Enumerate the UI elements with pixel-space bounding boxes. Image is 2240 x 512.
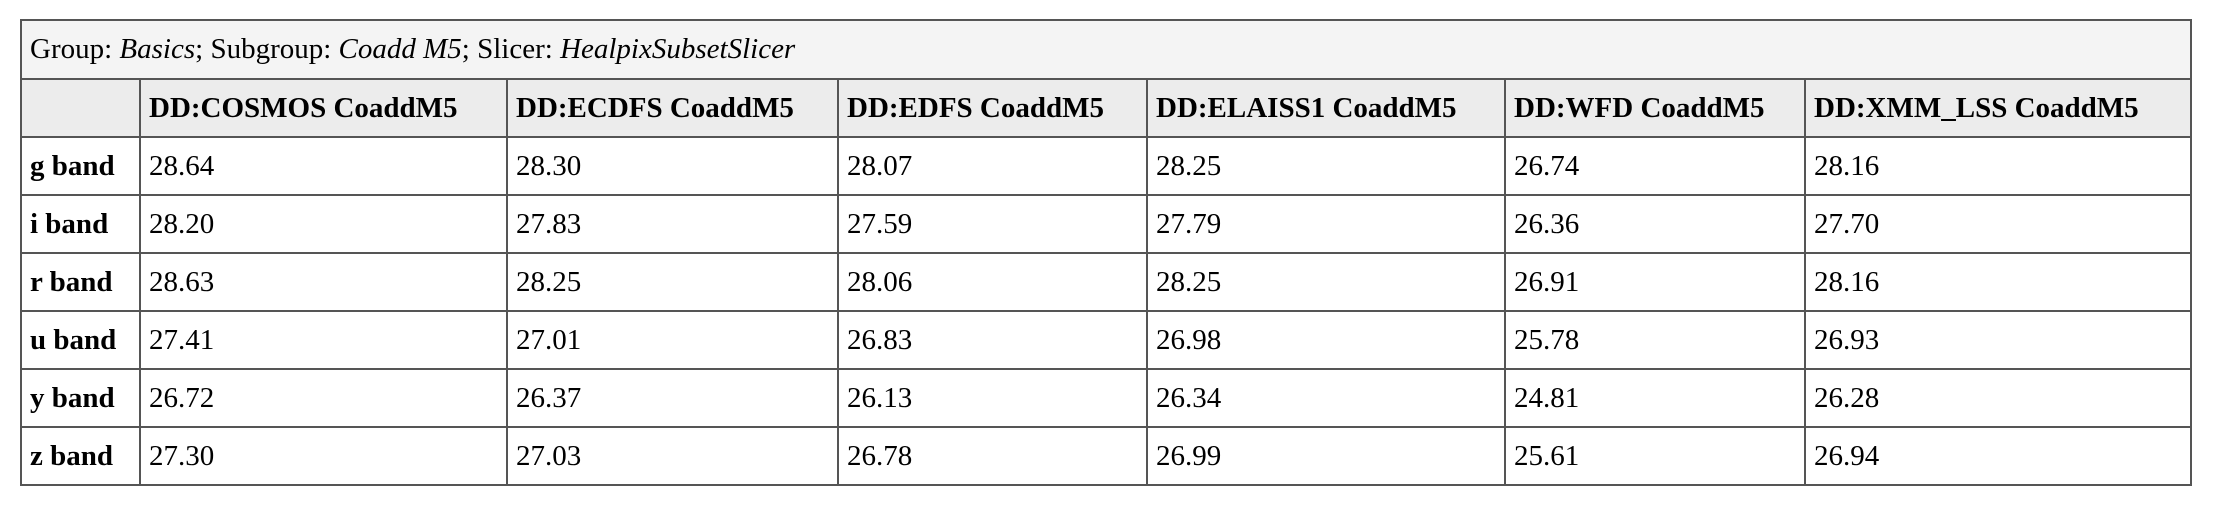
cell: 28.06 (837, 252, 1148, 312)
cell: 27.41 (139, 310, 508, 370)
cell: 28.07 (837, 136, 1148, 196)
row-header: z band (20, 426, 141, 486)
column-header: DD:XMM_LSS CoaddM5 (1804, 78, 2192, 138)
cell: 28.16 (1804, 252, 2192, 312)
table-row: g band 28.64 28.30 28.07 28.25 26.74 28.16 (20, 136, 2192, 196)
caption-value: Basics (119, 33, 196, 65)
header-row: DD:COSMOS CoaddM5 DD:ECDFS CoaddM5 DD:EDFS… (20, 78, 2192, 138)
cell: 28.25 (1146, 136, 1506, 196)
cell: 28.25 (1146, 252, 1506, 312)
cell: 24.81 (1504, 368, 1806, 428)
caption-value: HealpixSubsetSlicer (560, 33, 796, 65)
cell: 27.79 (1146, 194, 1506, 254)
row-header: r band (20, 252, 141, 312)
cell: 28.20 (139, 194, 508, 254)
cell: 28.63 (139, 252, 508, 312)
cell: 25.78 (1504, 310, 1806, 370)
cell: 27.03 (506, 426, 839, 486)
cell: 26.28 (1804, 368, 2192, 428)
row-header: i band (20, 194, 141, 254)
column-header: DD:COSMOS CoaddM5 (139, 78, 508, 138)
cell: 25.61 (1504, 426, 1806, 486)
metrics-table: Group: Basics; Subgroup: Coadd M5; Slice… (20, 19, 2192, 486)
cell: 26.78 (837, 426, 1148, 486)
cell: 26.72 (139, 368, 508, 428)
cell: 27.30 (139, 426, 508, 486)
table-row: y band 26.72 26.37 26.13 26.34 24.81 26.28 (20, 368, 2192, 428)
column-header: DD:ELAISS1 CoaddM5 (1146, 78, 1506, 138)
cell: 26.99 (1146, 426, 1506, 486)
caption-label: Group: (30, 33, 113, 65)
cell: 26.83 (837, 310, 1148, 370)
row-header: u band (20, 310, 141, 370)
caption-label: ; Subgroup: (195, 33, 332, 65)
cell: 28.25 (506, 252, 839, 312)
cell: 28.30 (506, 136, 839, 196)
row-header: y band (20, 368, 141, 428)
cell: 26.13 (837, 368, 1148, 428)
cell: 26.36 (1504, 194, 1806, 254)
row-header: g band (20, 136, 141, 196)
caption-value: Coadd M5 (338, 33, 462, 65)
column-header: DD:ECDFS CoaddM5 (506, 78, 839, 138)
table-row: i band 28.20 27.83 27.59 27.79 26.36 27.70 (20, 194, 2192, 254)
cell: 27.59 (837, 194, 1148, 254)
cell: 26.91 (1504, 252, 1806, 312)
table-body: g band 28.64 28.30 28.07 28.25 26.74 28.16 i ba… (20, 136, 2192, 486)
cell: 26.37 (506, 368, 839, 428)
table-caption: Group: Basics; Subgroup: Coadd M5; Slice… (20, 19, 2192, 80)
cell: 28.16 (1804, 136, 2192, 196)
column-header: DD:WFD CoaddM5 (1504, 78, 1806, 138)
cell: 26.93 (1804, 310, 2192, 370)
cell: 26.34 (1146, 368, 1506, 428)
cell: 27.70 (1804, 194, 2192, 254)
table-row: z band 27.30 27.03 26.78 26.99 25.61 26.94 (20, 426, 2192, 486)
cell: 27.01 (506, 310, 839, 370)
table-row: r band 28.63 28.25 28.06 28.25 26.91 28.16 (20, 252, 2192, 312)
table-row: u band 27.41 27.01 26.83 26.98 25.78 26.93 (20, 310, 2192, 370)
column-header: DD:EDFS CoaddM5 (837, 78, 1148, 138)
cell: 26.98 (1146, 310, 1506, 370)
cell: 27.83 (506, 194, 839, 254)
cell: 28.64 (139, 136, 508, 196)
cell: 26.74 (1504, 136, 1806, 196)
cell: 26.94 (1804, 426, 2192, 486)
caption-label: ; Slicer: (461, 33, 553, 65)
corner-cell (20, 78, 141, 138)
